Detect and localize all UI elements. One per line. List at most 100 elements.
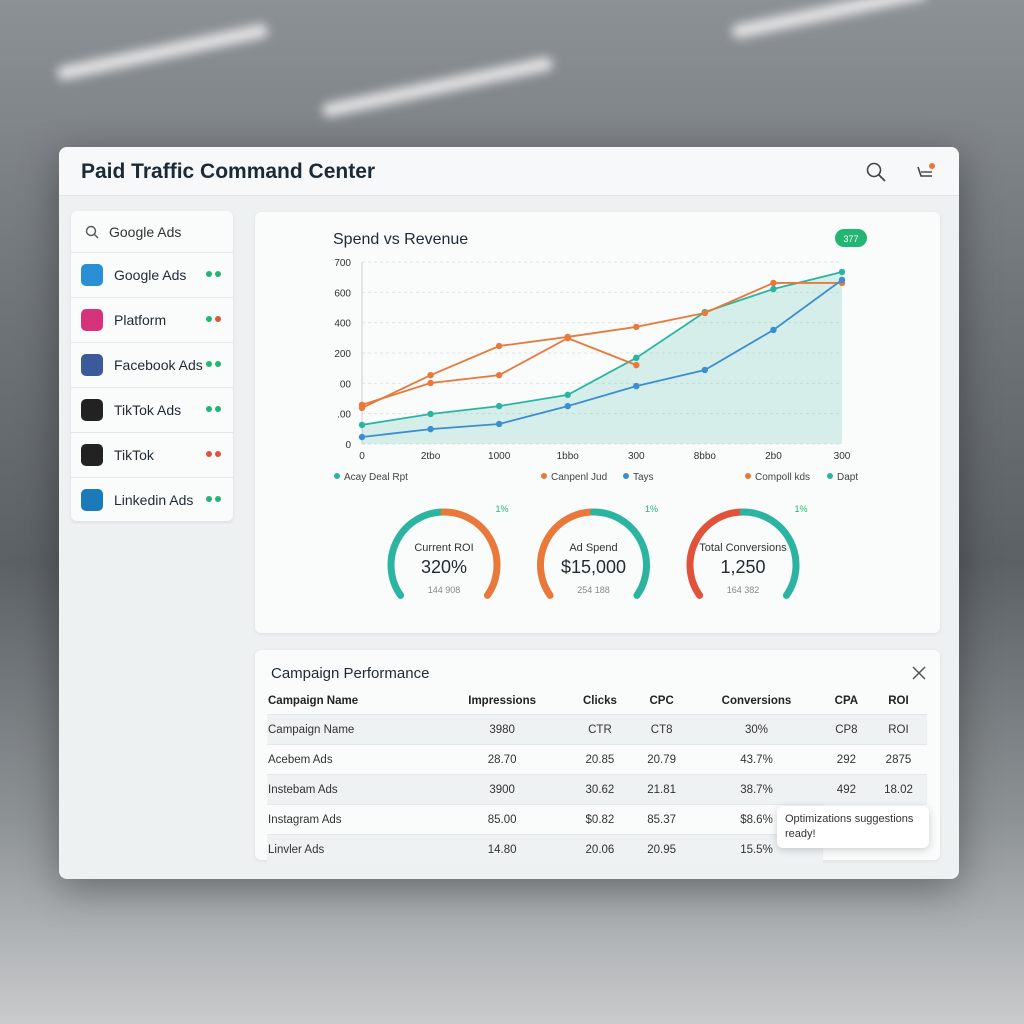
sidebar-item[interactable]: Google Ads (71, 253, 233, 298)
table-cell: 30% (690, 714, 823, 745)
area (362, 272, 842, 444)
status-dots (206, 451, 221, 457)
sidebar-label: TikTok Ads (114, 402, 182, 418)
table-cell: 21.81 (633, 774, 691, 805)
legend-label: Compoll kds (755, 472, 810, 483)
table-row: Linvler Ads 14.80 20.06 20.95 15.5% (267, 834, 927, 864)
table-cell: 2875 (869, 744, 927, 775)
platform-icon (81, 309, 103, 331)
gauge-arc (686, 508, 747, 599)
x-tick-label: 1000 (488, 451, 511, 462)
status-dot (206, 271, 212, 277)
data-point (770, 326, 777, 334)
table-cell: Linvler Ads (267, 834, 438, 864)
gauge-value: 1,250 (720, 557, 765, 577)
y-tick-label: 600 (334, 288, 351, 299)
table-cell: 30.62 (566, 774, 634, 805)
sidebar-item[interactable]: Facebook Ads (71, 343, 233, 388)
x-tick-label: 8bbo (694, 451, 717, 462)
table-row: Acebem Ads 28.70 20.85 20.79 43.7% 292 2875 (267, 744, 927, 775)
table-cell: 38.7% (690, 774, 823, 805)
sidebar-search[interactable]: Google Ads (71, 211, 233, 253)
series-line (361, 282, 842, 409)
data-point (358, 421, 366, 429)
data-point (427, 379, 434, 387)
y-tick-label: 00 (340, 379, 352, 390)
search-icon[interactable] (865, 161, 887, 183)
legend-swatch (745, 473, 751, 479)
table-cell: 20.95 (633, 834, 691, 864)
data-point (427, 371, 434, 379)
column-header: Impressions (468, 695, 536, 707)
data-point (770, 279, 777, 287)
data-point (564, 391, 571, 399)
sidebar-item[interactable]: TikTok (71, 433, 233, 478)
sidebar-label: TikTok (114, 447, 154, 463)
table-cell: 3980 (437, 714, 567, 745)
platform-icon (81, 354, 103, 376)
close-button[interactable] (912, 666, 926, 680)
campaign-table: Campaign Name Impressions Clicks CPC Convers… (267, 688, 927, 864)
x-tick-label: 300 (834, 451, 851, 462)
data-point (358, 401, 366, 409)
table-cell: ROI (869, 714, 927, 745)
gauge-arc (590, 508, 650, 599)
gauge-badge: 1% (495, 504, 508, 514)
legend-swatch (623, 473, 629, 479)
data-point (633, 361, 640, 369)
cart-icon[interactable] (915, 161, 937, 183)
gauge-arc (739, 508, 800, 599)
table-cell: 20.06 (566, 834, 634, 864)
data-point (495, 402, 503, 410)
table-cell: 14.80 (437, 834, 567, 864)
table-cell: 492 (822, 774, 870, 805)
sidebar-item[interactable]: Linkedin Ads (71, 478, 233, 523)
x-tick-label: 1bbo (557, 451, 580, 462)
sidebar-label: Linkedin Ads (114, 492, 194, 508)
sidebar-label: Facebook Ads (114, 357, 203, 373)
data-point (358, 433, 366, 441)
column-header: CPA (834, 695, 859, 707)
toast[interactable]: Optimizations suggestions ready! (777, 806, 929, 848)
search-text: Google Ads (109, 223, 182, 240)
chart-title: Spend vs Revenue (333, 231, 468, 248)
table-cell: Acebem Ads (267, 744, 438, 775)
data-point (564, 334, 571, 342)
gauge-label: Total Conversions (699, 542, 787, 554)
data-point (633, 354, 640, 362)
gauge-arc (387, 508, 448, 599)
table-cell: Campaign Name (267, 714, 438, 745)
sidebar-item[interactable]: TikTok Ads (71, 388, 233, 433)
table-cell: 28.70 (437, 744, 567, 775)
data-point (633, 323, 640, 331)
table-card: Campaign Performance Campaign Name Impres… (255, 650, 940, 864)
platform-icon (81, 399, 103, 421)
status-dots (206, 271, 221, 277)
legend-label: Acay Deal Rpt (344, 472, 408, 483)
legend-swatch (541, 473, 547, 479)
column-header: Clicks (582, 695, 617, 707)
y-tick-label: 0 (345, 440, 351, 451)
table-cell: 43.7% (690, 744, 823, 775)
badge (835, 229, 867, 247)
sidebar-label: Google Ads (114, 267, 187, 283)
sidebar-item[interactable]: Platform (71, 298, 233, 343)
status-dots (206, 361, 221, 367)
gauge-value: 320% (421, 557, 467, 577)
table-cell: 20.79 (633, 744, 691, 775)
y-tick-label: 700 (334, 258, 351, 269)
table-row: Instagram Ads 85.00 $0.82 85.37 $8.6% (267, 804, 927, 835)
legend-label: Dapt (837, 472, 858, 483)
status-dots (206, 406, 221, 412)
gauge-label: Ad Spend (569, 542, 617, 554)
table-cell: CTR (566, 714, 634, 745)
status-dot (206, 496, 212, 502)
table-cell: $0.82 (566, 804, 634, 835)
column-header: Conversions (721, 695, 792, 707)
gauge-badge: 1% (794, 504, 807, 514)
gauge-sub: 164 382 (727, 585, 760, 595)
data-point (701, 309, 709, 317)
table-cell: 20.85 (566, 744, 634, 775)
